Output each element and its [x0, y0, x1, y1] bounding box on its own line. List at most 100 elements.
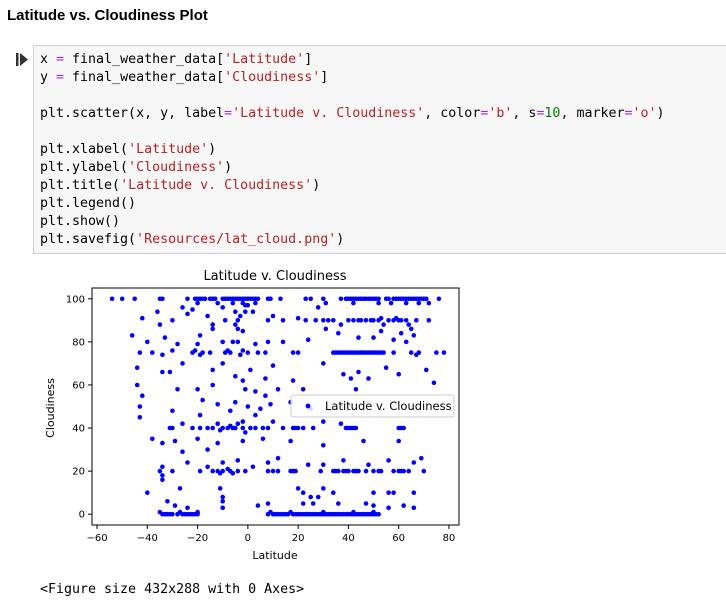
data-point	[270, 468, 276, 474]
data-point	[228, 408, 233, 414]
data-point	[180, 305, 185, 310]
code-line-blank	[40, 123, 665, 141]
code-line-1: x = final_weather_data['Latitude']	[40, 52, 313, 67]
data-point	[243, 468, 248, 474]
data-point	[411, 460, 417, 465]
code-line-5: plt.ylabel('Cloudiness')	[40, 160, 233, 175]
data-point	[406, 468, 412, 474]
data-point	[175, 387, 180, 392]
data-point	[255, 296, 261, 302]
data-point	[235, 421, 241, 426]
data-point	[220, 499, 225, 504]
data-point	[260, 425, 266, 431]
data-point	[230, 471, 236, 476]
data-point	[243, 430, 248, 435]
data-point	[295, 315, 301, 321]
data-point	[157, 322, 163, 327]
data-point	[160, 440, 165, 446]
data-point	[290, 350, 296, 355]
data-point	[378, 315, 384, 321]
data-point	[378, 468, 384, 474]
data-point	[371, 335, 376, 340]
x-tick-label: 80	[443, 533, 456, 544]
data-point	[248, 367, 253, 373]
data-point	[253, 341, 258, 347]
data-point	[263, 376, 268, 381]
data-point	[376, 296, 381, 302]
data-point	[424, 367, 429, 373]
data-point	[265, 501, 271, 506]
data-point	[424, 296, 429, 302]
data-point	[376, 511, 381, 517]
y-tick-label: 40	[72, 424, 85, 435]
x-tick-label: −60	[86, 533, 107, 544]
data-point	[331, 318, 336, 323]
run-cell-icon[interactable]	[16, 52, 30, 68]
data-point	[303, 318, 309, 323]
data-point	[388, 300, 394, 306]
code-line-3: plt.scatter(x, y, label='Latitude v. Clo…	[40, 106, 665, 121]
data-point	[230, 300, 236, 306]
data-point	[378, 328, 384, 334]
data-point	[396, 438, 402, 444]
data-point	[240, 425, 246, 431]
data-point	[245, 404, 251, 409]
data-point	[210, 367, 215, 373]
data-point	[185, 296, 190, 302]
data-point	[315, 305, 321, 310]
data-point	[376, 300, 381, 306]
code-editor[interactable]: x = final_weather_data['Latitude']y = fi…	[40, 51, 665, 249]
data-point	[366, 462, 371, 467]
data-point	[323, 326, 329, 332]
data-point	[200, 397, 205, 403]
data-point	[348, 376, 354, 381]
data-point	[300, 501, 306, 506]
data-point	[268, 402, 273, 407]
data-point	[313, 318, 319, 323]
data-point	[160, 464, 165, 470]
code-cell[interactable]	[33, 45, 726, 254]
data-point	[185, 460, 190, 465]
data-point	[356, 369, 361, 375]
data-point	[215, 421, 220, 426]
data-point	[363, 318, 369, 323]
data-point	[321, 443, 326, 448]
data-point	[220, 425, 225, 431]
data-point	[210, 468, 215, 474]
data-point	[260, 436, 266, 442]
data-point	[356, 468, 361, 474]
data-point	[170, 468, 175, 474]
data-point	[381, 322, 386, 327]
data-point	[398, 330, 404, 336]
data-point	[233, 425, 238, 431]
data-point	[170, 318, 175, 323]
data-point	[353, 387, 359, 392]
data-point	[315, 494, 321, 500]
data-point	[240, 378, 246, 383]
data-point	[265, 468, 271, 474]
data-point	[250, 309, 256, 314]
data-point	[233, 374, 238, 379]
data-point	[265, 318, 271, 323]
data-point	[386, 318, 391, 323]
data-point	[341, 371, 346, 377]
data-point	[338, 322, 344, 327]
data-point	[145, 490, 150, 495]
data-point	[248, 425, 253, 431]
code-line-2: y = final_weather_data['Cloudiness']	[40, 70, 329, 85]
data-point	[371, 509, 376, 515]
data-point	[421, 468, 427, 474]
data-point	[321, 486, 326, 491]
data-point	[205, 447, 210, 452]
data-point	[361, 438, 366, 444]
data-point	[263, 393, 268, 398]
data-point	[170, 408, 175, 414]
y-axis-label: Cloudiness	[44, 378, 57, 438]
data-point	[220, 505, 225, 511]
data-point	[240, 328, 246, 334]
data-point	[295, 486, 301, 491]
code-line-7: plt.legend()	[40, 196, 137, 211]
data-point	[300, 490, 306, 495]
data-point	[391, 468, 396, 474]
data-point	[140, 393, 145, 398]
